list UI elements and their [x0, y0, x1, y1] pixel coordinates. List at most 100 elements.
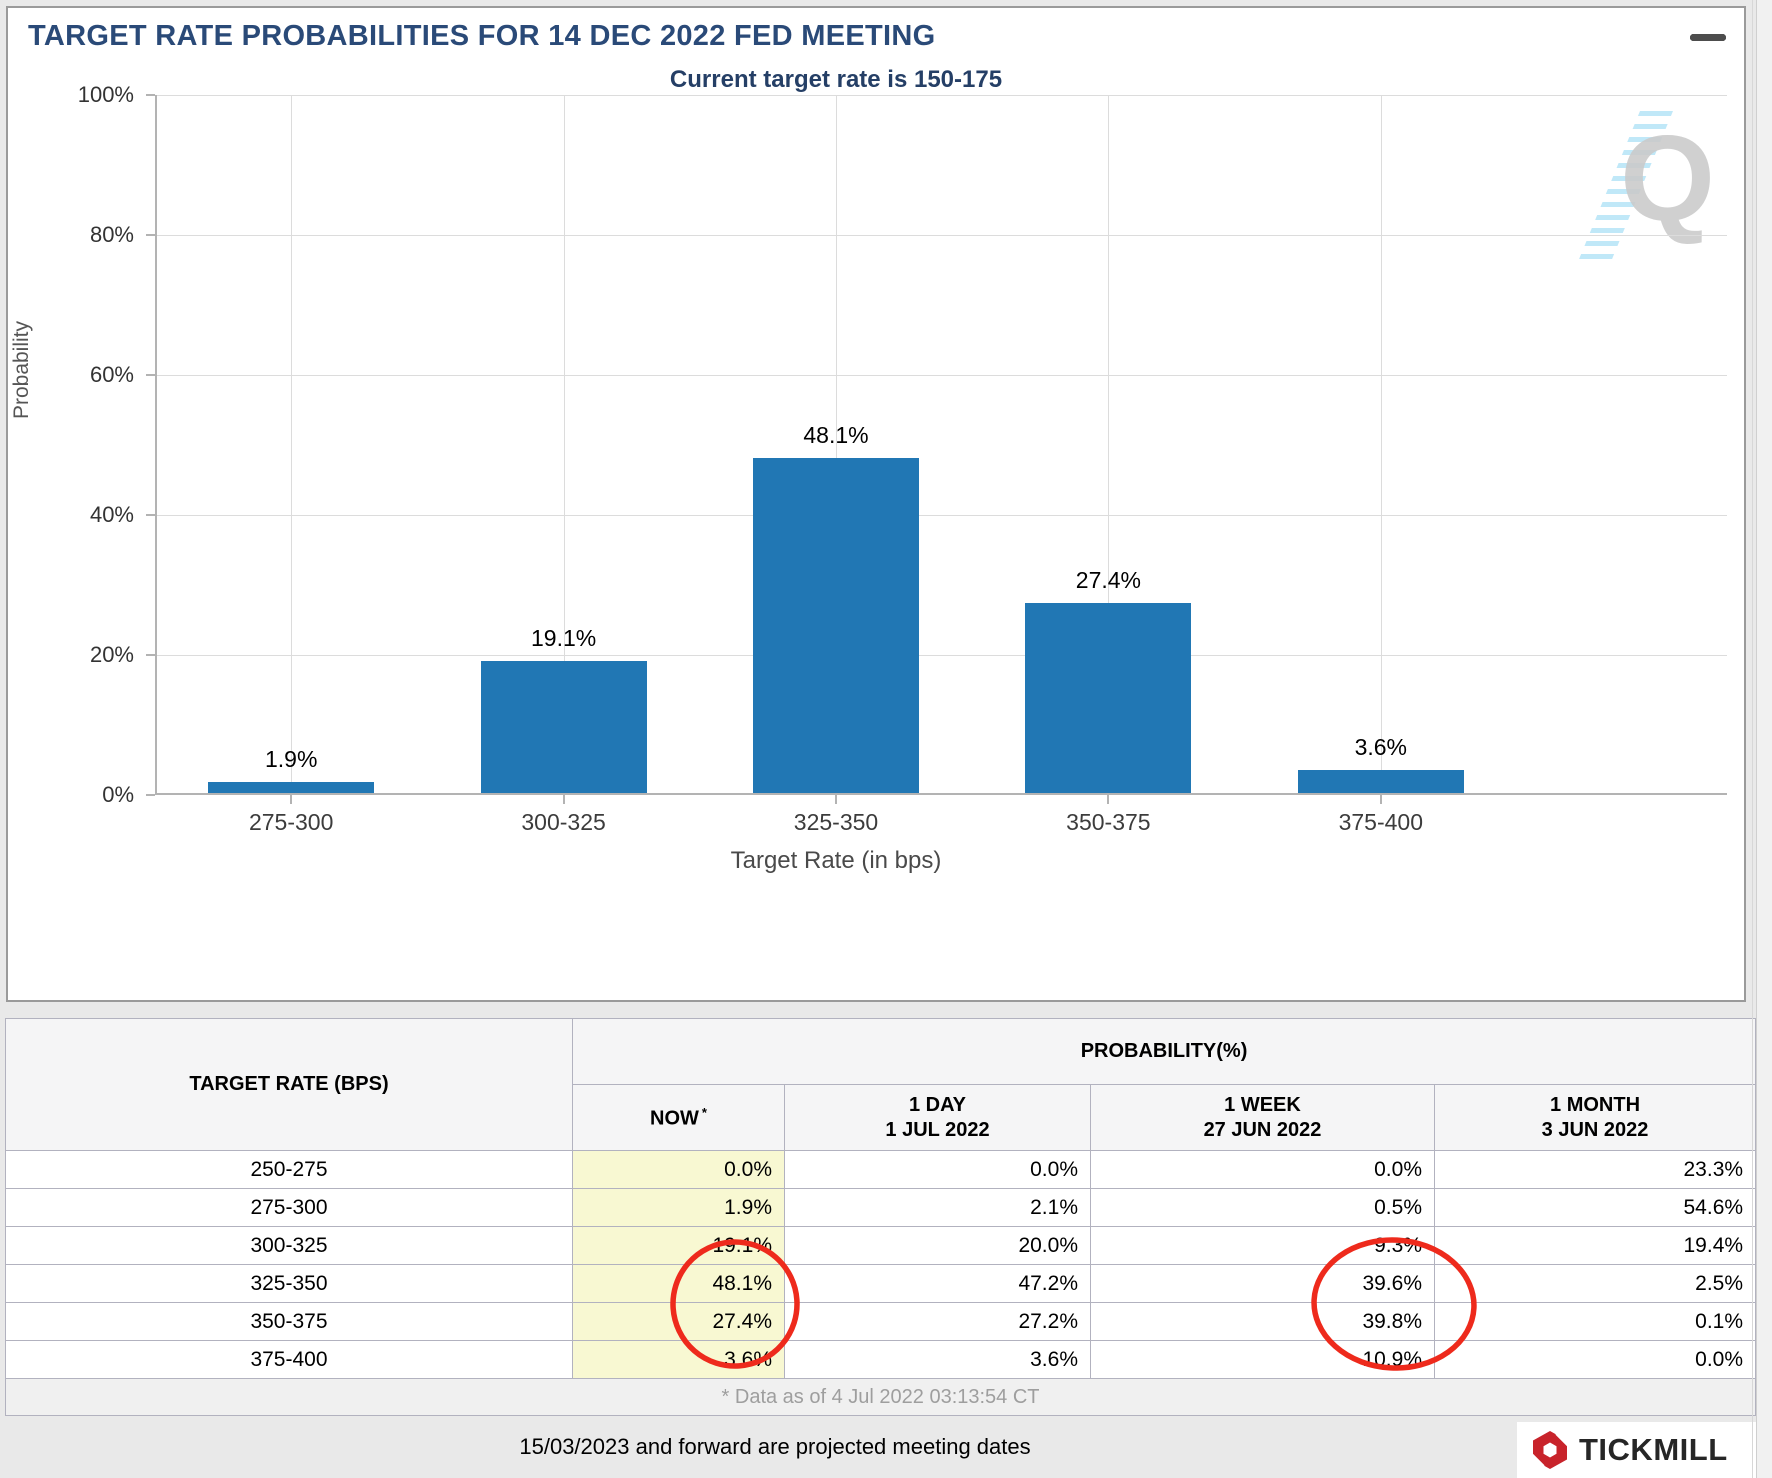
col-header-probability-group: PROBABILITY(%) — [571, 1018, 1757, 1085]
y-tick-label: 0% — [102, 782, 134, 807]
table-row-350-375: 350-375 27.4% 27.2% 39.8% 0.1% — [5, 1302, 1757, 1341]
bar-value-label: 3.6% — [1354, 733, 1408, 760]
vertical-scrollbar[interactable] — [1752, 0, 1772, 1478]
month-cell: 0.1% — [1433, 1302, 1757, 1341]
week-cell: 0.0% — [1090, 1150, 1435, 1189]
bar-375-400 — [1297, 769, 1464, 795]
bar-300-325 — [480, 661, 647, 795]
gridline-horizontal — [155, 655, 1727, 656]
week-cell: 10.9% — [1090, 1340, 1435, 1379]
bar-value-label: 19.1% — [530, 625, 597, 652]
x-tick-label: 325-350 — [793, 809, 879, 835]
month-cell: 23.3% — [1433, 1150, 1757, 1189]
week-cell: 0.5% — [1090, 1188, 1435, 1227]
now-cell: 1.9% — [572, 1188, 785, 1227]
x-tick-mark — [562, 795, 565, 804]
tickmill-hexagon-icon — [1529, 1431, 1571, 1469]
y-tick-label: 60% — [89, 362, 134, 387]
x-tick-label: 300-325 — [521, 809, 606, 835]
col-header-1-month: 1 MONTH 3 JUN 2022 — [1433, 1084, 1757, 1151]
chart-panel: TARGET RATE PROBABILITIES FOR 14 DEC 202… — [6, 6, 1746, 1002]
y-tick-label: 20% — [89, 642, 134, 667]
x-axis-title: Target Rate (in bps) — [730, 847, 942, 874]
gridline-vertical — [563, 95, 565, 795]
rate-cell: 350-375 — [5, 1302, 573, 1341]
table-row-275-300: 275-300 1.9% 2.1% 0.5% 54.6% — [5, 1188, 1757, 1227]
col-header-1-day: 1 DAY 1 JUL 2022 — [784, 1084, 1091, 1151]
day-cell: 47.2% — [784, 1264, 1091, 1303]
table-row-250-275: 250-275 0.0% 0.0% 0.0% 23.3% — [5, 1150, 1757, 1189]
rate-cell: 300-325 — [5, 1226, 573, 1265]
month-cell: 2.5% — [1433, 1264, 1757, 1303]
rate-cell: 375-400 — [5, 1340, 573, 1379]
tickmill-logo: TICKMILL — [1517, 1422, 1756, 1478]
table-row-300-325: 300-325 19.1% 20.0% 9.3% 19.4% — [5, 1226, 1757, 1265]
gridline-horizontal — [155, 235, 1727, 236]
week-cell: 39.8% — [1090, 1302, 1435, 1341]
day-cell: 2.1% — [784, 1188, 1091, 1227]
month-cell: 0.0% — [1433, 1340, 1757, 1379]
gridline-vertical — [291, 95, 293, 795]
bar-350-375 — [1025, 603, 1192, 795]
col-header-1-week: 1 WEEK 27 JUN 2022 — [1090, 1084, 1435, 1151]
table-row-375-400: 375-400 3.6% 3.6% 10.9% 0.0% — [5, 1340, 1757, 1379]
x-tick-mark — [290, 795, 293, 804]
bar-value-label: 1.9% — [264, 745, 318, 772]
gridline-horizontal — [155, 375, 1727, 376]
probability-table: TARGET RATE (BPS) PROBABILITY(%) NOW * 1 … — [4, 1018, 1757, 1416]
y-tick-mark — [146, 654, 155, 656]
gridline-vertical — [1380, 95, 1382, 795]
rate-cell: 325-350 — [5, 1264, 573, 1303]
week-cell: 9.3% — [1090, 1226, 1435, 1265]
y-tick-mark — [146, 234, 155, 236]
day-cell: 27.2% — [784, 1302, 1091, 1341]
now-cell: 3.6% — [572, 1340, 785, 1379]
table-header: TARGET RATE (BPS) PROBABILITY(%) NOW * 1 … — [5, 1018, 1757, 1151]
x-tick-label: 350-375 — [1066, 809, 1151, 835]
plot-area: Q 1.9% 275-300 19.1% 300-325 48.1% 325-350 27.… — [146, 94, 1727, 874]
y-tick-mark — [146, 514, 155, 516]
chart-title: TARGET RATE PROBABILITIES FOR 14 DEC 202… — [28, 20, 936, 52]
day-cell: 3.6% — [784, 1340, 1091, 1379]
gridline-horizontal — [155, 515, 1727, 516]
x-axis-line — [155, 793, 1727, 795]
projected-dates-note: 15/03/2023 and forward are projected mee… — [519, 1434, 1031, 1459]
week-cell: 39.6% — [1090, 1264, 1435, 1303]
x-tick-mark — [835, 795, 837, 804]
month-cell: 54.6% — [1433, 1188, 1757, 1227]
now-cell: 48.1% — [572, 1264, 785, 1303]
y-tick-mark — [146, 794, 155, 796]
y-axis-line — [155, 95, 157, 795]
now-cell: 0.0% — [572, 1150, 785, 1189]
col-header-now: NOW * — [572, 1084, 785, 1151]
bar-275-300 — [208, 781, 375, 795]
rate-cell: 250-275 — [5, 1150, 573, 1189]
watermark-stripes-icon — [1576, 111, 1673, 266]
y-tick-mark — [146, 374, 155, 376]
x-tick-mark — [1379, 795, 1382, 804]
x-tick-label: 275-300 — [248, 809, 334, 835]
bar-value-label: 27.4% — [1075, 567, 1141, 594]
now-cell: 27.4% — [572, 1302, 785, 1341]
now-cell: 19.1% — [572, 1226, 785, 1265]
day-cell: 0.0% — [784, 1150, 1091, 1189]
gridline-horizontal — [155, 95, 1727, 96]
x-tick-label: 375-400 — [1338, 809, 1423, 835]
y-tick-label: 100% — [77, 82, 134, 107]
gridline-vertical — [836, 95, 837, 795]
gridline-vertical — [1108, 95, 1110, 795]
rate-cell: 275-300 — [5, 1188, 573, 1227]
watermark-q-letter: Q — [1620, 110, 1715, 246]
table-row-325-350: 325-350 48.1% 47.2% 39.6% 2.5% — [5, 1264, 1757, 1303]
quikstrike-watermark: Q — [1563, 103, 1733, 273]
col-header-target-rate: TARGET RATE (BPS) — [5, 1018, 573, 1151]
table-body: 250-275 0.0% 0.0% 0.0% 23.3% 275-300 1.9% 2.1% 0… — [5, 1150, 1757, 1379]
y-tick-mark — [146, 94, 155, 96]
x-tick-mark — [1107, 795, 1110, 804]
y-tick-label: 40% — [89, 502, 134, 527]
tickmill-brand-text: TICKMILL — [1579, 1432, 1728, 1467]
day-cell: 20.0% — [784, 1226, 1091, 1265]
chart-subtitle: Current target rate is 150-175 — [669, 66, 1003, 93]
data-asof-footnote: * Data as of 4 Jul 2022 03:13:54 CT — [4, 1378, 1757, 1416]
